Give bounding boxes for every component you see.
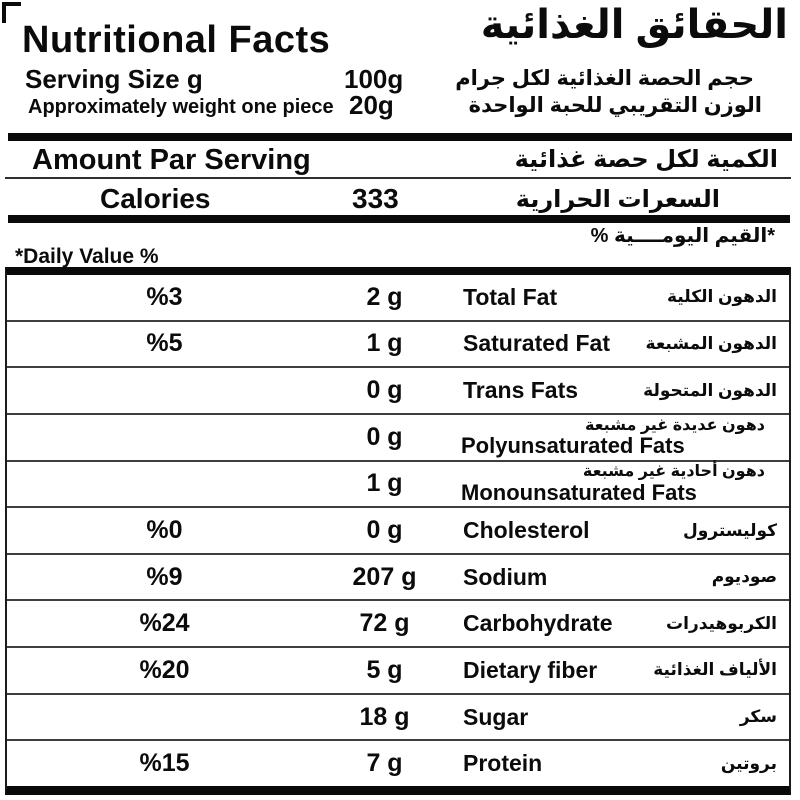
amount-cell: 1 g — [366, 329, 403, 358]
nutrient-name-english: Sodium — [463, 563, 548, 590]
table-row: %0 0 g Cholesterol كوليسترول — [7, 506, 789, 553]
nutrition-table: %3 2 g Total Fat الدهون الكلية %5 1 g Saturate… — [5, 267, 791, 795]
amount-cell: 5 g — [366, 655, 403, 684]
amount-cell: 72 g — [359, 609, 410, 638]
amount-cell: 0 g — [366, 376, 403, 405]
table-row: 0 g دهون عديدة غير مشبعة Polyunsaturated F… — [7, 412, 789, 460]
table-row: %5 1 g Saturated Fat الدهون المشبعة — [7, 319, 789, 367]
nutrient-name-english: Cholesterol — [463, 517, 590, 544]
nutrient-name-english: Protein — [463, 750, 543, 777]
nutrient-name-arabic: الكربوهيدرات — [666, 613, 777, 633]
daily-value-percent-cell: %9 — [146, 562, 183, 591]
daily-value-label: *Daily Value % — [15, 245, 159, 268]
table-row: 18 g Sugar سكر — [7, 692, 789, 740]
piece-weight-value: 20g — [349, 90, 394, 120]
piece-weight-label: Approximately weight one piece — [28, 96, 334, 118]
nutrient-name-arabic: الدهون المشبعة — [645, 333, 777, 353]
nutrient-name-arabic: دهون أحادية غير مشبعة — [582, 463, 765, 481]
thick-divider-middle — [8, 215, 790, 223]
nutrient-name-english: Carbohydrate — [463, 610, 613, 637]
amount-cell: 0 g — [366, 516, 403, 545]
daily-value-percent-cell: %0 — [146, 516, 183, 545]
nutrient-name-arabic: كوليسترول — [683, 520, 777, 540]
nutrient-name-english: Total Fat — [463, 283, 558, 310]
table-row: 1 g دهون أحادية غير مشبعة Monounsaturated … — [7, 459, 789, 507]
daily-value-percent-cell: %15 — [139, 749, 190, 778]
title-english: Nutritional Facts — [22, 19, 331, 61]
daily-value-percent-cell: %5 — [146, 329, 183, 358]
frame-corner-mark — [2, 2, 21, 23]
serving-size-label-arabic: حجم الحصة الغذائية لكل جرام — [455, 67, 754, 90]
daily-value-percent-cell: %20 — [139, 655, 190, 684]
piece-weight-label-arabic: الوزن التقريبي للحبة الواحدة — [468, 94, 762, 117]
table-row: 0 g Trans Fats الدهون المتحولة — [7, 366, 789, 413]
amount-cell: 0 g — [366, 422, 403, 451]
nutrient-name-arabic: الدهون الكلية — [667, 287, 777, 307]
nutrient-name-english: Trans Fats — [463, 377, 579, 404]
nutrient-name-arabic: صوديوم — [711, 567, 777, 587]
daily-value-label-arabic: *القيم اليومــــية % — [590, 225, 775, 247]
nutrient-name-stack: دهون عديدة غير مشبعة Polyunsaturated Fats — [447, 417, 789, 458]
nutrient-name-english: Sugar — [463, 703, 529, 730]
nutrient-name-arabic: الألياف الغذائية — [653, 660, 777, 680]
calories-value: 333 — [352, 183, 399, 214]
calories-label-arabic: السعرات الحرارية — [515, 186, 720, 213]
amount-cell: 207 g — [352, 562, 417, 591]
table-row: %20 5 g Dietary fiber الألياف الغذائية — [7, 646, 789, 693]
amount-per-serving-label: Amount Par Serving — [32, 144, 311, 176]
daily-value-percent-cell: %3 — [146, 282, 183, 311]
nutrient-name-english: Polyunsaturated Fats — [461, 433, 685, 458]
calories-label: Calories — [100, 183, 211, 214]
nutrient-name-english: Saturated Fat — [463, 330, 610, 357]
nutrient-name-arabic: دهون عديدة غير مشبعة — [584, 416, 765, 434]
table-row: %24 72 g Carbohydrate الكربوهيدرات — [7, 599, 789, 646]
thin-divider — [5, 177, 791, 179]
thick-divider-top — [8, 133, 792, 141]
serving-size-value: 100g — [344, 64, 404, 94]
table-row: %15 7 g Protein بروتين — [7, 739, 789, 786]
table-row: %3 2 g Total Fat الدهون الكلية — [7, 275, 789, 320]
serving-size-label: Serving Size g — [25, 64, 203, 94]
nutrient-name-english: Monounsaturated Fats — [461, 479, 697, 505]
amount-cell: 2 g — [366, 282, 403, 311]
nutrient-name-english: Dietary fiber — [463, 656, 598, 683]
amount-cell: 18 g — [359, 702, 410, 731]
amount-cell: 1 g — [366, 469, 403, 498]
nutrient-name-arabic: بروتين — [720, 753, 777, 773]
nutrient-name-arabic: سكر — [739, 707, 777, 727]
title-arabic: الحقائق الغذائية — [480, 3, 788, 47]
nutrient-name-stack: دهون أحادية غير مشبعة Monounsaturated Fat… — [447, 463, 789, 504]
table-row: %9 207 g Sodium صوديوم — [7, 552, 789, 600]
amount-cell: 7 g — [366, 749, 403, 778]
nutrient-name-arabic: الدهون المتحولة — [643, 380, 777, 400]
amount-per-serving-label-arabic: الكمية لكل حصة غذائية — [514, 146, 778, 173]
daily-value-percent-cell: %24 — [139, 609, 190, 638]
